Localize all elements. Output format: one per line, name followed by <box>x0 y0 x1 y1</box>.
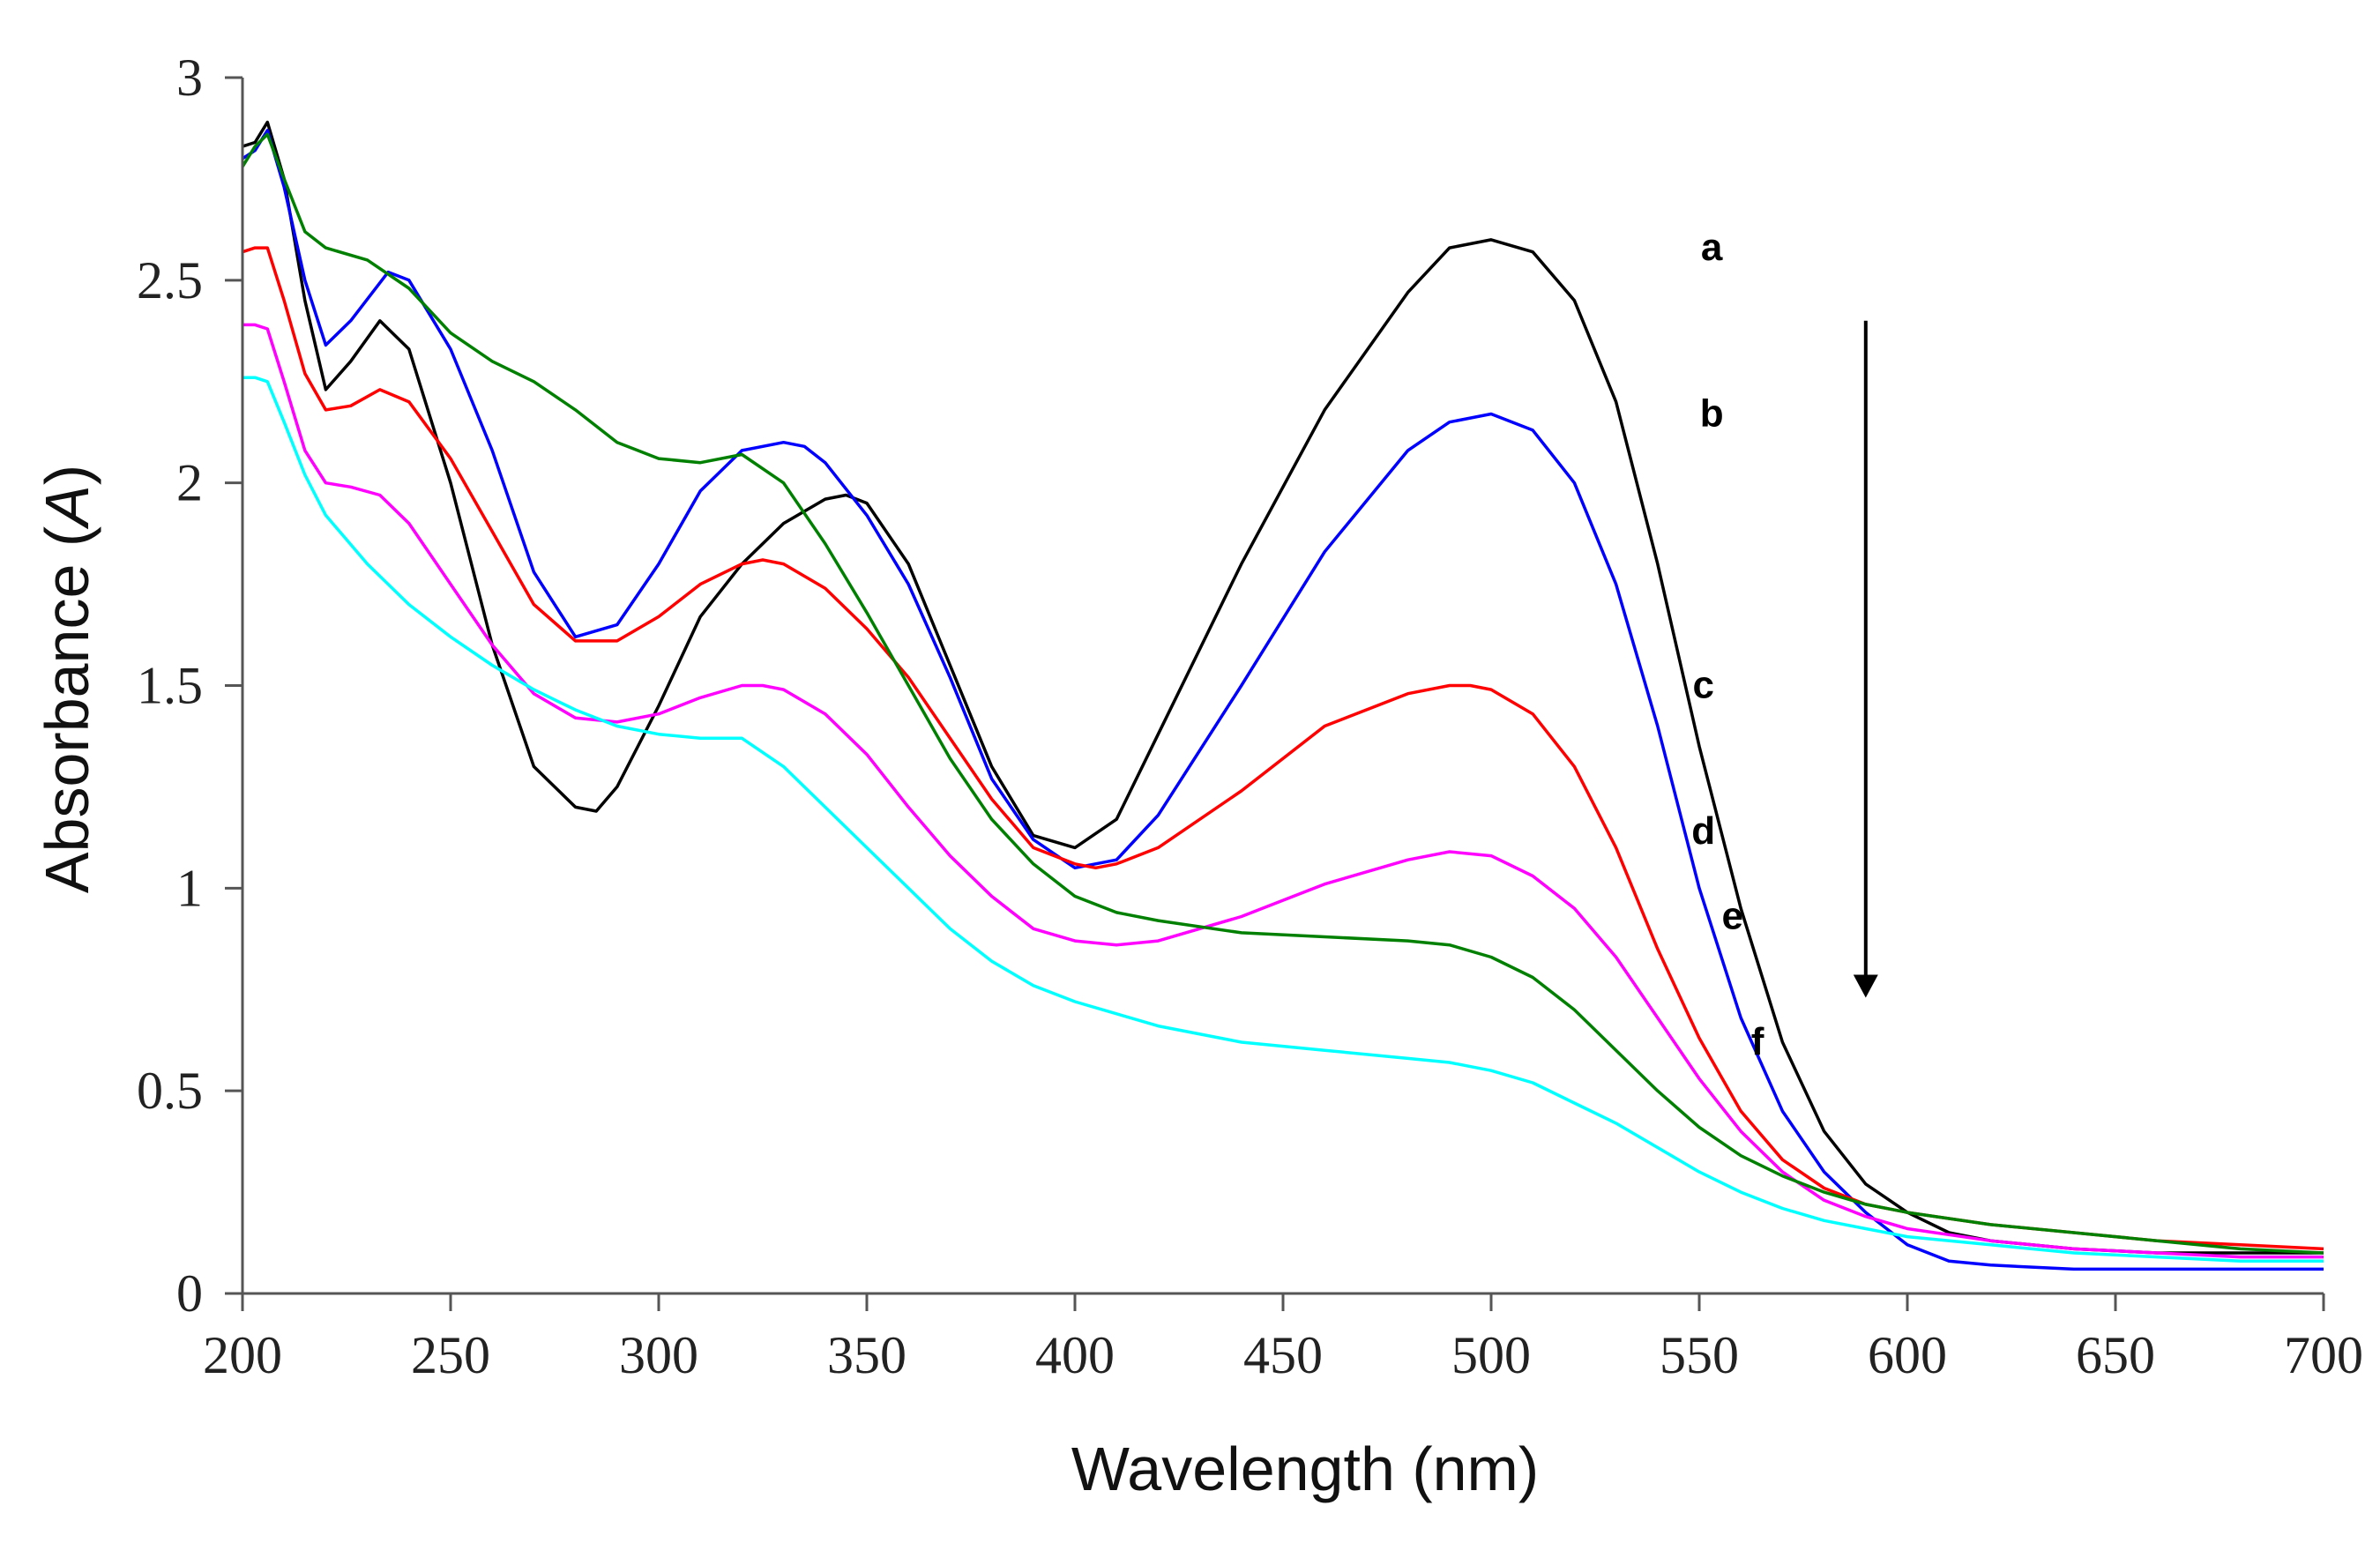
y-tick-label-1.5: 1.5 <box>137 657 203 715</box>
curves-group <box>241 120 2324 1271</box>
x-tick-label-350: 350 <box>827 1326 906 1384</box>
x-axis-title: Wavelength (nm) <box>1071 1435 1539 1503</box>
series-line-b <box>242 129 2324 1271</box>
y-tick-label-0: 0 <box>176 1264 203 1323</box>
series-label-c: c <box>1692 663 1713 706</box>
series-label-f: f <box>1751 1020 1764 1063</box>
trend-arrow-head <box>1853 974 1878 998</box>
y-tick-label-1: 1 <box>176 859 203 917</box>
series-line-a <box>242 120 2324 1255</box>
series-line-e <box>241 132 2324 1255</box>
series-label-d: d <box>1691 809 1715 853</box>
x-tick-label-250: 250 <box>411 1326 490 1384</box>
y-tick-label-3: 3 <box>176 48 203 107</box>
x-tick-label-500: 500 <box>1451 1326 1531 1384</box>
series-label-b: b <box>1700 391 1724 435</box>
x-tick-label-600: 600 <box>1868 1326 1947 1384</box>
x-tick-label-450: 450 <box>1243 1326 1323 1384</box>
y-tick-label-2: 2 <box>176 454 203 512</box>
series-line-d <box>242 323 2324 1259</box>
x-tick-label-700: 700 <box>2284 1326 2363 1384</box>
y-tick-label-2.5: 2.5 <box>137 251 203 309</box>
x-tick-label-300: 300 <box>619 1326 698 1384</box>
x-tick-label-550: 550 <box>1660 1326 1739 1384</box>
curve-labels-group: a b c de f <box>1691 226 1764 1063</box>
x-tick-label-200: 200 <box>203 1326 282 1384</box>
y-tick-label-0.5: 0.5 <box>137 1062 203 1120</box>
y-axis-title-main: Absorbance ( <box>33 526 101 893</box>
axes-group: 200 250 300 350 400 450 500 550 600 650 700 0 0.5 1 1.… <box>137 48 2363 1384</box>
series-line-f <box>242 376 2324 1263</box>
series-line-c <box>242 246 2324 1251</box>
series-label-e: e <box>1722 894 1743 937</box>
series-label-a: a <box>1701 226 1723 269</box>
y-axis-title-close: ) <box>33 465 101 485</box>
y-axis-title: Absorbance (A) <box>33 465 101 893</box>
y-axis-title-italic: A <box>33 485 101 530</box>
x-tick-label-650: 650 <box>2076 1326 2155 1384</box>
x-tick-label-400: 400 <box>1035 1326 1115 1384</box>
